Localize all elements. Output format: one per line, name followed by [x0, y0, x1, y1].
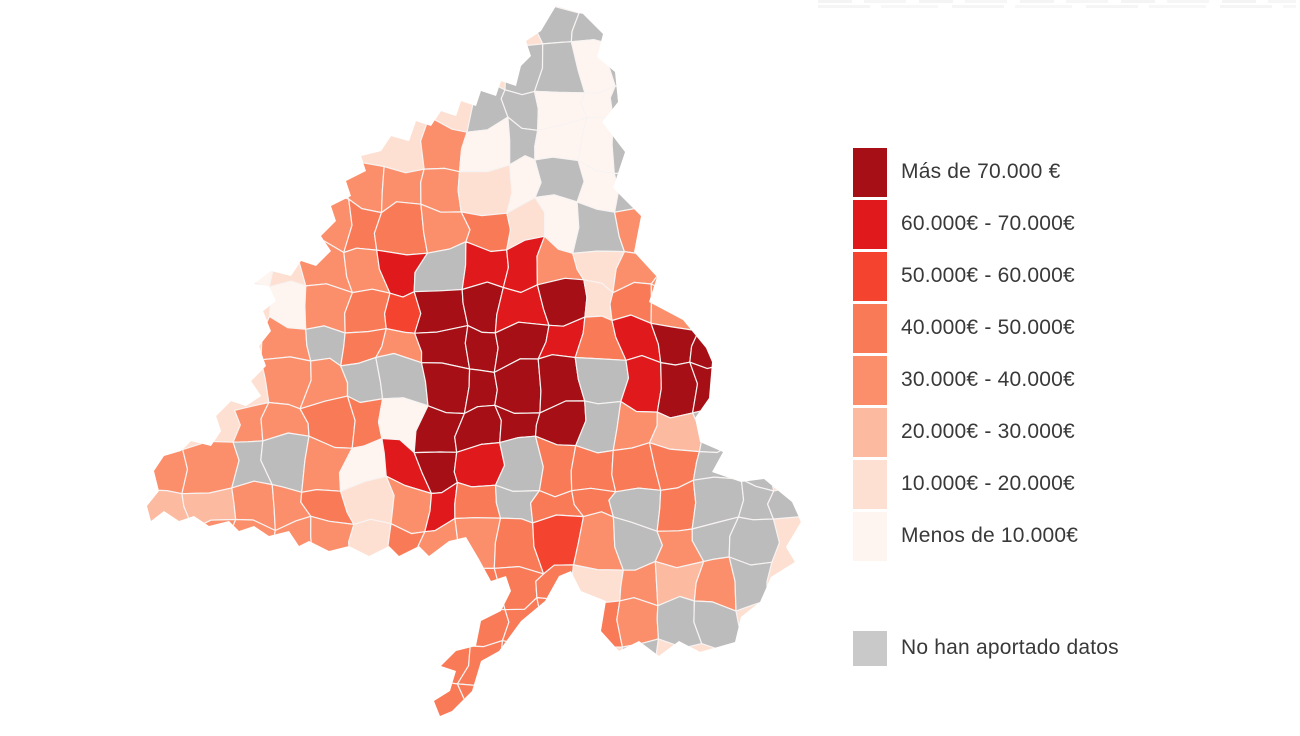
legend-label: Menos de 10.000€ — [901, 524, 1079, 548]
municipality-cell[interactable] — [457, 164, 513, 217]
legend: Más de 70.000 € 60.000€ - 70.000€ 50.000€ … — [853, 148, 1183, 669]
municipality-cell[interactable] — [766, 479, 823, 523]
legend-color-items: Más de 70.000 € 60.000€ - 70.000€ 50.000€ … — [853, 148, 1183, 561]
legend-swatch — [853, 200, 887, 249]
legend-label: 30.000€ - 40.000€ — [901, 368, 1075, 392]
municipality-cell[interactable] — [454, 481, 502, 520]
municipality-cell[interactable] — [142, 524, 200, 566]
municipality-cell[interactable] — [613, 161, 665, 213]
municipality-cell[interactable] — [689, 319, 742, 370]
municipality-cell[interactable] — [688, 280, 742, 333]
legend-item: Más de 70.000 € — [853, 148, 1183, 197]
municipality-cell[interactable] — [570, 8, 623, 45]
municipality-cell[interactable] — [620, 355, 662, 413]
legend-item: 30.000€ - 40.000€ — [853, 356, 1183, 405]
municipality-cell[interactable] — [618, 638, 660, 690]
municipality-cell[interactable] — [650, 241, 695, 293]
municipality-cell[interactable] — [344, 288, 391, 334]
legend-label: 10.000€ - 20.000€ — [901, 472, 1075, 496]
municipality-cell[interactable] — [224, 518, 276, 566]
no-data-label: No han aportado datos — [901, 636, 1119, 660]
municipality-cell[interactable] — [656, 361, 699, 419]
municipality-cell[interactable] — [608, 43, 658, 90]
municipality-cell[interactable] — [611, 117, 665, 175]
municipality-cell[interactable] — [570, 564, 624, 606]
legend-item: 50.000€ - 60.000€ — [853, 252, 1183, 301]
municipality-cell[interactable] — [575, 600, 624, 648]
legend-swatch — [853, 356, 887, 405]
municipality-cell[interactable] — [609, 80, 665, 124]
municipality-cell[interactable] — [574, 356, 630, 405]
legend-item: 10.000€ - 20.000€ — [853, 460, 1183, 509]
legend-label: 60.000€ - 70.000€ — [901, 212, 1075, 236]
municipality-cell[interactable] — [536, 596, 583, 647]
legend-item: Menos de 10.000€ — [853, 512, 1183, 561]
municipality-cell[interactable] — [192, 518, 237, 566]
municipality-cell[interactable] — [181, 440, 240, 495]
municipality-cell[interactable] — [689, 361, 744, 415]
municipality-cell[interactable] — [413, 288, 469, 334]
municipality-cell[interactable] — [420, 167, 462, 213]
legend-swatch — [853, 304, 887, 353]
municipality-cell[interactable] — [263, 237, 307, 288]
municipality-cell[interactable] — [142, 435, 189, 495]
municipality-cell[interactable] — [456, 677, 499, 730]
municipality-cell[interactable] — [226, 240, 274, 288]
legend-swatch — [853, 408, 887, 457]
legend-label: 50.000€ - 60.000€ — [901, 264, 1075, 288]
legend-label: Más de 70.000 € — [901, 160, 1061, 184]
legend-swatch — [853, 148, 887, 197]
legend-item-no-data: No han aportado datos — [853, 631, 1183, 666]
municipality-cell[interactable] — [454, 517, 502, 570]
legend-label: 40.000€ - 50.000€ — [901, 316, 1075, 340]
municipality-cell[interactable] — [464, 325, 499, 373]
municipality-cell[interactable] — [728, 516, 781, 566]
municipality-cell[interactable] — [570, 445, 617, 493]
municipality-cell[interactable] — [657, 195, 706, 250]
legend-item: 60.000€ - 70.000€ — [853, 200, 1183, 249]
no-data-swatch — [853, 631, 887, 666]
municipality-cell[interactable] — [728, 556, 773, 612]
legend-item: 40.000€ - 50.000€ — [853, 304, 1183, 353]
municipality-cell[interactable] — [616, 597, 660, 648]
legend-swatch — [853, 512, 887, 561]
legend-swatch — [853, 252, 887, 301]
legend-item: 20.000€ - 30.000€ — [853, 408, 1183, 457]
legend-label: 20.000€ - 30.000€ — [901, 420, 1075, 444]
municipality-cell[interactable] — [310, 515, 355, 565]
municipality-cell[interactable] — [384, 291, 422, 334]
municipality-cell[interactable] — [348, 518, 393, 570]
municipality-cell[interactable] — [534, 156, 585, 203]
legend-swatch — [853, 460, 887, 509]
region-cells — [142, 6, 823, 730]
